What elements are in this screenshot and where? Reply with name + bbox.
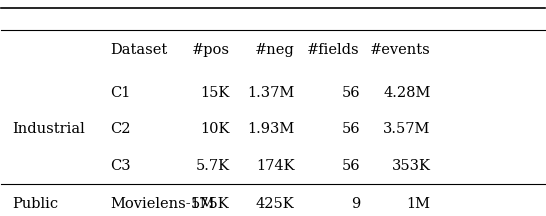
Text: Dataset: Dataset [110, 43, 167, 57]
Text: Movielens-1M: Movielens-1M [110, 197, 215, 211]
Text: #fields: #fields [307, 43, 360, 57]
Text: 353K: 353K [391, 159, 431, 173]
Text: 9: 9 [351, 197, 360, 211]
Text: 3.57M: 3.57M [383, 122, 431, 136]
Text: #events: #events [370, 43, 431, 57]
Text: Industrial: Industrial [12, 122, 85, 136]
Text: 1.37M: 1.37M [247, 86, 295, 100]
Text: 174K: 174K [256, 159, 295, 173]
Text: 15K: 15K [200, 86, 229, 100]
Text: C2: C2 [110, 122, 130, 136]
Text: C1: C1 [110, 86, 130, 100]
Text: Public: Public [12, 197, 58, 211]
Text: 56: 56 [341, 159, 360, 173]
Text: 56: 56 [341, 122, 360, 136]
Text: 56: 56 [341, 86, 360, 100]
Text: 1M: 1M [407, 197, 431, 211]
Text: 5.7K: 5.7K [195, 159, 229, 173]
Text: 425K: 425K [256, 197, 295, 211]
Text: 4.28M: 4.28M [383, 86, 431, 100]
Text: 575K: 575K [191, 197, 229, 211]
Text: #pos: #pos [192, 43, 229, 57]
Text: 1.93M: 1.93M [247, 122, 295, 136]
Text: C3: C3 [110, 159, 130, 173]
Text: 10K: 10K [200, 122, 229, 136]
Text: #neg: #neg [255, 43, 295, 57]
